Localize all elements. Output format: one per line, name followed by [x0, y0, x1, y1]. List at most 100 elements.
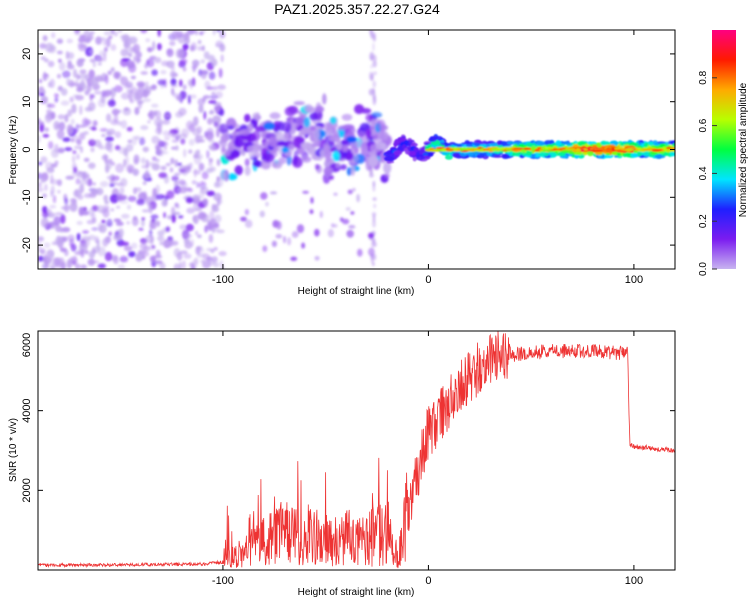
spectrogram-cell [71, 155, 76, 164]
spectrogram-cell [93, 139, 102, 147]
spectrogram-cell [196, 154, 204, 160]
spectrogram-cell [113, 218, 122, 223]
spectrogram-cell [206, 149, 210, 159]
spectrogram-cell [513, 147, 524, 150]
spectrogram-cell [106, 218, 113, 227]
spectrogram-cell [121, 194, 128, 200]
spectrogram-cell [240, 216, 247, 222]
spectrogram-cell [651, 148, 663, 152]
spectrogram-cell [220, 138, 227, 149]
spectrogram-cell [263, 122, 275, 131]
spectrogram-cell [132, 168, 139, 176]
spectrogram-cell [177, 93, 181, 102]
spectrogram-cell [91, 217, 97, 224]
spectrogram-cell [319, 210, 323, 219]
spectrogram-cell [140, 71, 148, 75]
spectrogram-cell [88, 101, 96, 112]
spectrogram-cell [40, 178, 46, 183]
spectrogram-cell [99, 128, 109, 132]
spectrogram-cell [83, 193, 92, 199]
spectrogram-cell [206, 127, 214, 137]
spectrogram-cell [57, 179, 62, 187]
spectrogram-cell [51, 32, 56, 39]
spectrogram-cell [252, 160, 263, 168]
spectrogram-cell [142, 251, 150, 257]
spectrogram-cell [166, 48, 174, 58]
spectrogram-cell [434, 136, 443, 141]
spectrogram-cell [102, 238, 109, 247]
spectrogram-cell [239, 128, 251, 136]
spectrogram-cell [47, 103, 56, 109]
spectrogram-cell [386, 160, 395, 164]
spectrogram-cell [661, 153, 671, 156]
spectrogram-cell [367, 155, 379, 167]
spectrogram-cell [140, 30, 148, 34]
spectrogram-cell [174, 172, 181, 176]
spectrogram-cell [144, 85, 151, 90]
spectrogram-cell [290, 256, 298, 261]
spectrogram-cell [38, 255, 44, 262]
spectrogram-cell [276, 220, 282, 230]
spectrogram-cell [192, 116, 199, 127]
spectrogram-cell [88, 69, 95, 79]
spectrogram-cell [157, 235, 165, 242]
spectrogram-cell [164, 113, 171, 118]
spectrogram-cell [201, 45, 205, 52]
spectrogram-cell [345, 207, 351, 211]
spectrogram-cell [127, 52, 133, 58]
snr-y-tick-label: 2000 [21, 478, 33, 502]
spectrogram-cell [325, 156, 332, 163]
spectrogram-cell [178, 179, 186, 186]
spectrogram-cell [461, 147, 467, 150]
spectrogram-cell [141, 217, 145, 221]
spectrogram-cell [465, 144, 473, 147]
spectrogram-cell [101, 219, 106, 224]
spectrogram-cell [142, 98, 152, 103]
spectrogram-cell [55, 225, 63, 233]
spectrogram-cell [409, 150, 416, 156]
spectrogram-cell [600, 140, 607, 146]
spectrogram-cell [78, 184, 84, 193]
spectrogram-cell [283, 235, 286, 244]
spectrogram-cell [171, 213, 176, 224]
spectrogram-cell [140, 157, 146, 164]
spectrogram-cell [126, 164, 135, 173]
spectrogram-cell [372, 213, 376, 223]
spectrogram-cell [131, 216, 139, 227]
spectrogram-cell [76, 153, 80, 160]
spectrogram-cell [104, 251, 113, 262]
spectrogram-cell [103, 194, 109, 202]
spectrogram-cell [79, 34, 86, 38]
spectrogram-cell [201, 30, 207, 33]
spectrogram-cell [619, 142, 625, 147]
spectrogram-cell [105, 136, 114, 142]
spectrogram-cell [372, 96, 377, 106]
spectrogram-cell [74, 263, 81, 269]
spectrogram-cell [212, 115, 222, 125]
spectrogram-cell [58, 58, 62, 63]
spectrogram-cell [397, 146, 403, 152]
spectrogram-cell [372, 237, 376, 243]
spectrogram-cell [389, 153, 395, 157]
colorbar-label: Normalized spectral amplitude [738, 82, 749, 217]
spectrogram-cell [669, 151, 675, 157]
spectrogram-cell [515, 149, 521, 152]
spectrogram-cell [142, 146, 149, 153]
spectrogram-cell [60, 206, 70, 210]
spectrogram-cell [198, 162, 205, 171]
spectrogram-cell [89, 31, 95, 35]
spectrogram-cell [219, 171, 227, 181]
spectrogram-cell [372, 180, 376, 187]
spectrogram-cell [97, 57, 104, 62]
spectrogram-cell [244, 158, 250, 167]
spectrogram-cell [160, 70, 167, 75]
spectrogram-cell [212, 86, 218, 91]
spectrogram-cell [208, 162, 213, 167]
spectrogram-cell [558, 147, 568, 150]
spectrogram-cell [105, 161, 113, 170]
spectrogram-cell [40, 156, 48, 164]
spectrogram-cell [58, 85, 63, 90]
spectrogram-cell [269, 112, 281, 120]
spectrogram-cell [38, 91, 41, 96]
